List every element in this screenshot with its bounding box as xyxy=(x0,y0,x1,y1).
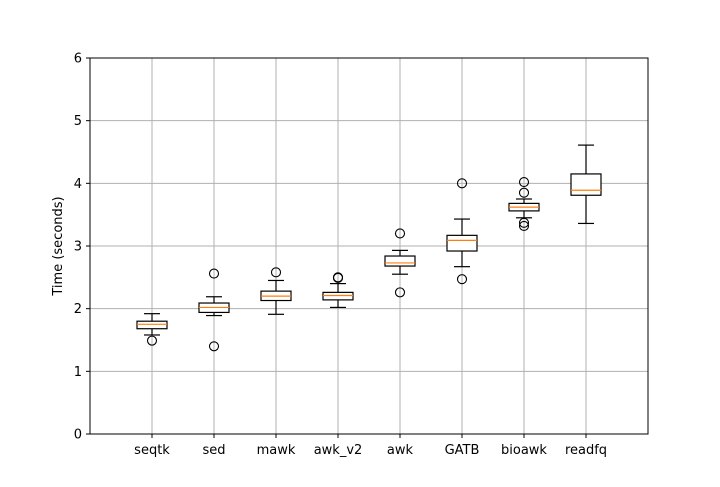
x-tick-label: seqtk xyxy=(134,443,170,458)
outlier-point xyxy=(394,287,406,298)
outlier-point xyxy=(518,187,530,198)
y-tick-label: 3 xyxy=(74,240,82,255)
x-tick-label: awk_v2 xyxy=(314,443,363,458)
box-mawk xyxy=(260,267,292,315)
x-tick-label: GATB xyxy=(445,443,480,458)
y-tick-label: 0 xyxy=(74,428,82,443)
iqr-box xyxy=(136,320,168,330)
x-tick-label: sed xyxy=(202,443,225,458)
outlier-point xyxy=(456,274,468,285)
outlier-point xyxy=(456,178,468,189)
outlier-point xyxy=(270,267,282,278)
outlier-point xyxy=(518,177,530,188)
box-awk xyxy=(384,228,416,298)
box-bioawk xyxy=(508,177,540,231)
iqr-box xyxy=(570,173,602,196)
outlier-point xyxy=(518,217,530,228)
box-GATB xyxy=(446,178,478,285)
outlier-point xyxy=(208,341,220,352)
box-sed xyxy=(198,268,230,352)
iqr-box xyxy=(322,291,354,301)
outlier-point xyxy=(332,272,344,283)
box-awk_v2 xyxy=(322,272,354,309)
y-tick-label: 5 xyxy=(74,114,82,129)
x-tick-label: awk xyxy=(387,443,414,458)
y-axis-label: Time (seconds) xyxy=(51,196,66,296)
y-tick-label: 6 xyxy=(74,52,82,67)
iqr-box xyxy=(446,234,478,252)
x-tick-label: bioawk xyxy=(501,443,547,458)
x-tick-label: mawk xyxy=(257,443,296,458)
box-seqtk xyxy=(136,313,168,346)
box-readfq xyxy=(570,144,602,225)
y-tick-label: 4 xyxy=(74,177,82,192)
outlier-point xyxy=(146,335,158,346)
iqr-box xyxy=(384,255,416,267)
outlier-point xyxy=(208,268,220,279)
y-tick-label: 2 xyxy=(74,302,82,317)
outlier-point xyxy=(394,228,406,239)
outlier-point xyxy=(518,220,530,231)
axis-layer: 0 1 2 3 4 5 6 seqtk sed mawk awk_v2 awk GATB bioawk re… xyxy=(74,52,607,459)
x-tick-label: readfq xyxy=(565,443,607,458)
box-layer xyxy=(136,144,602,352)
y-tick-label: 1 xyxy=(74,365,82,380)
